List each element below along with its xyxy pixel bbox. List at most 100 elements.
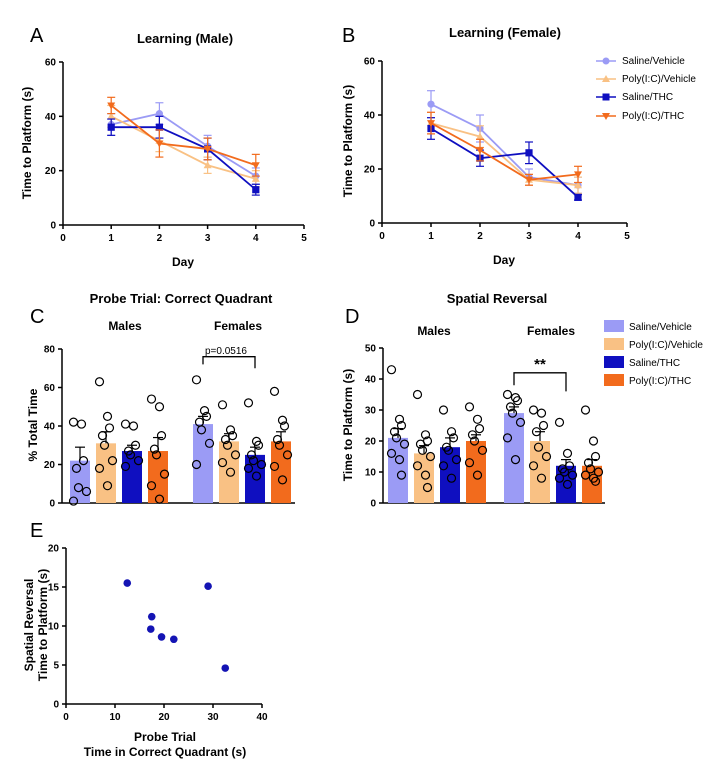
panel-c-datapoint-polyic-vehicle bbox=[220, 434, 231, 445]
panel-d-datapoint-saline-vehicle bbox=[396, 420, 407, 431]
legend-item-polyic-vehicle: Poly(I:C)/Vehicle bbox=[596, 74, 696, 85]
panel-d-datapoint-polyic-vehicle bbox=[415, 439, 426, 449]
panel-c-datapoint-saline-vehicle bbox=[73, 483, 84, 493]
panel-e-xlabel-line1: Probe Trial bbox=[134, 730, 196, 744]
panel-d-datapoint-saline-vehicle bbox=[394, 455, 405, 465]
panel-c-datapoint-polyic-thc bbox=[269, 461, 280, 472]
panel-b-x-tick-label: 0 bbox=[379, 231, 385, 242]
panel-a-point-saline-thc bbox=[155, 123, 163, 131]
panel-a-point-polyic-thc bbox=[203, 145, 212, 153]
panel-a-x-tick-label: 1 bbox=[108, 233, 114, 244]
panel-d-datapoint-saline-vehicle bbox=[502, 389, 513, 400]
panel-d-datapoint-saline-vehicle bbox=[391, 433, 402, 443]
panel-d-datapoint-saline-vehicle bbox=[505, 402, 516, 412]
panel-a-point-polyic-thc bbox=[107, 102, 116, 110]
panel-c-datapoint-polyic-thc bbox=[274, 440, 285, 450]
legend-marker-polyic-vehicle bbox=[602, 75, 610, 82]
panel-d-datapoint-polyic-thc bbox=[469, 436, 480, 446]
panel-d-datapoint-saline-thc bbox=[451, 455, 462, 465]
panel-a-x-tick-label: 3 bbox=[205, 233, 211, 244]
panel-c-datapoint-polyic-thc bbox=[159, 469, 170, 479]
legend-bar-item-polyic-thc: Poly(I:C)/THC bbox=[604, 374, 691, 387]
panel-b-x-tick-label: 1 bbox=[428, 231, 434, 242]
panel-a-line-saline-vehicle bbox=[111, 112, 257, 177]
panel-c-datapoint-saline-vehicle bbox=[191, 375, 202, 385]
panel-d-datapoint-polyic-thc bbox=[590, 451, 601, 462]
panel-c-datapoint-polyic-vehicle bbox=[107, 456, 118, 466]
panel-e-plot: 0 10 20 30 40 0 5 10 15 20 bbox=[48, 544, 268, 724]
panel-c-datapoint-saline-vehicle bbox=[204, 438, 215, 448]
panel-e-y-tick-label: 0 bbox=[53, 700, 59, 711]
panel-c-y-tick-label: 0 bbox=[49, 499, 55, 510]
panel-e-scatter-point bbox=[170, 635, 178, 644]
panel-b-xlabel: Day bbox=[493, 253, 515, 267]
panel-c-datapoint-saline-thc bbox=[125, 450, 136, 460]
panel-d-y-tick-label: 0 bbox=[370, 499, 376, 510]
panel-d-datapoint-polyic-thc bbox=[464, 402, 475, 412]
panel-d-datapoint-polyic-thc bbox=[472, 470, 483, 480]
panel-a-point-polyic-thc bbox=[155, 140, 164, 148]
panel-c-bar-saline-vehicle bbox=[193, 424, 213, 503]
panel-c-datapoint-saline-thc bbox=[251, 471, 262, 481]
panel-d-datapoint-polyic-thc bbox=[583, 458, 594, 468]
panel-d-datapoint-polyic-vehicle bbox=[417, 445, 428, 455]
panel-a-ylabel: Time to Platform (s) bbox=[20, 87, 34, 199]
panel-a-point-saline-vehicle bbox=[155, 110, 163, 118]
panel-c-datapoint-polyic-thc bbox=[272, 434, 283, 445]
panel-c-group-females: Females bbox=[214, 319, 262, 333]
legend-label-saline-vehicle: Saline/Vehicle bbox=[622, 56, 685, 67]
panel-c-datapoint-polyic-vehicle bbox=[102, 481, 113, 491]
panel-b-point-saline-vehicle bbox=[427, 100, 435, 108]
panel-b-line-polyic-vehicle bbox=[430, 122, 579, 187]
legend-bar-label-polyic-thc: Poly(I:C)/THC bbox=[629, 376, 691, 387]
panel-e-x-tick-label: 0 bbox=[63, 712, 69, 723]
panel-d-datapoint-polyic-vehicle bbox=[528, 461, 539, 471]
panel-a-x-tick-label: 4 bbox=[253, 233, 259, 244]
panel-c-datapoint-polyic-thc bbox=[277, 415, 288, 425]
panel-d-datapoint-polyic-thc bbox=[585, 464, 596, 474]
panel-c-datapoint-polyic-vehicle bbox=[94, 377, 105, 387]
panel-c-datapoint-polyic-vehicle bbox=[97, 431, 108, 441]
legend-bar-label-saline-thc: Saline/THC bbox=[629, 358, 680, 369]
panel-d-bar-polyic-thc bbox=[582, 465, 602, 503]
panel-d-datapoint-saline-vehicle bbox=[510, 455, 521, 465]
panel-c-datapoint-polyic-vehicle bbox=[217, 457, 228, 468]
panel-b-point-polyic-vehicle bbox=[574, 181, 582, 189]
panel-b-line-saline-vehicle bbox=[430, 103, 579, 187]
panel-d-datapoint-polyic-vehicle bbox=[422, 482, 433, 493]
panel-d-datapoint-saline-thc bbox=[567, 470, 578, 480]
panel-c-datapoint-saline-thc bbox=[120, 461, 131, 472]
panel-a-y-tick-label: 0 bbox=[50, 221, 56, 232]
panel-a-y-tick-label: 40 bbox=[45, 112, 57, 123]
legend-bar-item-polyic-vehicle: Poly(I:C)/Vehicle bbox=[604, 338, 703, 351]
panel-d-bar-saline-thc bbox=[556, 465, 576, 503]
panel-d-datapoint-polyic-vehicle bbox=[538, 420, 549, 431]
panel-c-bar-saline-vehicle bbox=[70, 460, 90, 503]
panel-d-datapoint-polyic-thc bbox=[477, 445, 488, 455]
panel-c-plot: 0 20 40 60 80 bbox=[44, 345, 295, 510]
panel-d-datapoint-polyic-vehicle bbox=[536, 408, 547, 418]
panel-b-x-tick-label: 5 bbox=[624, 231, 630, 242]
legend-item-saline-vehicle: Saline/Vehicle bbox=[596, 56, 685, 67]
panel-d-y-tick-label: 30 bbox=[365, 406, 377, 417]
panel-d-ylabel: Time to Platform (s) bbox=[341, 369, 355, 481]
panel-a-y-tick-label: 20 bbox=[45, 166, 57, 177]
panel-e-scatter-point bbox=[147, 612, 156, 621]
panel-c-datapoint-saline-vehicle bbox=[196, 425, 207, 435]
panel-d-bar-polyic-vehicle bbox=[530, 441, 550, 503]
panel-d-bar-polyic-vehicle bbox=[414, 453, 434, 503]
panel-d-datapoint-polyic-thc bbox=[588, 436, 599, 446]
panel-e-scatter-point bbox=[146, 625, 155, 633]
panel-d-datapoint-saline-thc bbox=[559, 467, 570, 477]
panel-c-datapoint-saline-vehicle bbox=[191, 459, 202, 470]
panel-e-x-tick-label: 20 bbox=[158, 712, 170, 723]
panel-d-datapoint-saline-vehicle bbox=[399, 439, 410, 449]
panel-d-datapoint-polyic-vehicle bbox=[528, 405, 539, 415]
legend-label-polyic-thc: Poly(I:C)/THC bbox=[622, 111, 684, 122]
panel-b-ylabel: Time to Platform (s) bbox=[341, 85, 355, 197]
panel-d-datapoint-polyic-thc bbox=[467, 430, 478, 440]
panel-a-line-saline-thc bbox=[111, 126, 257, 191]
panel-d-datapoint-polyic-vehicle bbox=[420, 430, 431, 440]
legend-bar: Saline/Vehicle Poly(I:C)/Vehicle Saline/… bbox=[604, 320, 703, 387]
